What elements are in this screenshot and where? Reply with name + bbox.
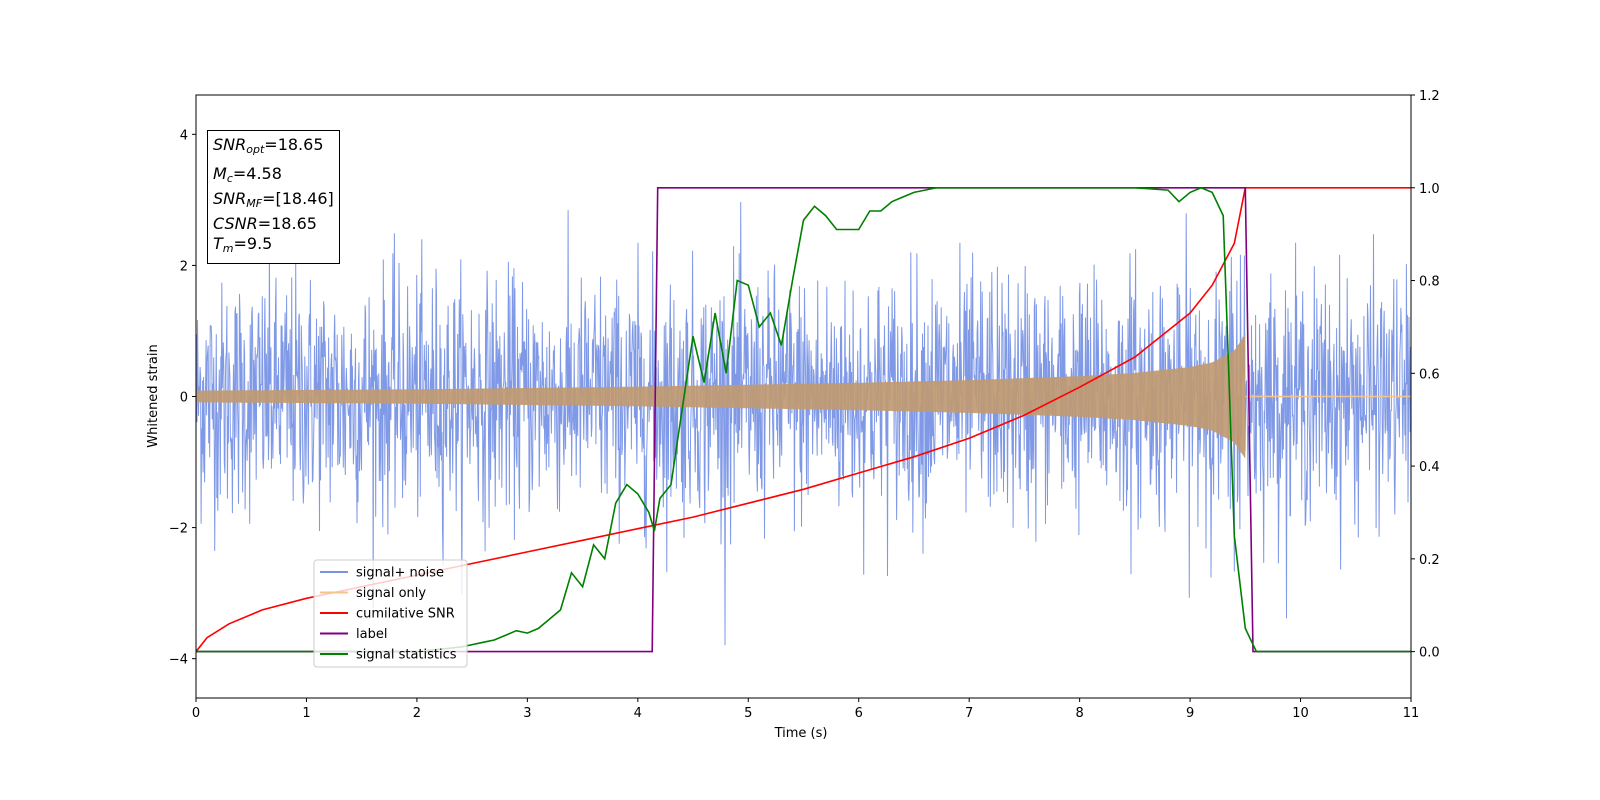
y-right-tick-label: 0.8: [1419, 275, 1440, 290]
snr-mf-line: SNRMF=[18.46]: [213, 189, 334, 210]
y-left-tick-label: −4: [169, 653, 188, 668]
legend-signal-only-label: signal only: [356, 586, 426, 601]
tm-line: Tm=9.5: [213, 234, 273, 255]
x-tick-label: 5: [744, 706, 752, 721]
y-right-tick-label: 1.0: [1419, 182, 1440, 197]
legend-cumulative-snr-label: cumilative SNR: [356, 607, 455, 622]
csnr-line: CSNR=18.65: [213, 214, 317, 233]
legend: signal+ noise signal only cumilative SNR la…: [313, 559, 468, 668]
csnr-value: 18.65: [271, 214, 317, 233]
legend-signal-statistics-label: signal statistics: [356, 648, 457, 663]
mc-line: Mc=4.58: [213, 164, 282, 185]
series-signal-statistics: [196, 186, 1411, 653]
y-axis-label: Whitened strain: [146, 344, 161, 447]
y-left-tick-label: 2: [180, 259, 188, 274]
y-left-tick-label: 4: [180, 128, 188, 143]
y-right-tick-label: 0.0: [1419, 646, 1440, 661]
x-tick-label: 2: [413, 706, 421, 721]
x-tick-label: 11: [1403, 706, 1420, 721]
x-tick-label: 6: [855, 706, 863, 721]
snr-opt-value: 18.65: [277, 135, 324, 154]
y-right-tick-label: 0.4: [1419, 460, 1440, 475]
y-left-tick-label: −2: [169, 522, 188, 537]
series-cumulative-snr: [196, 187, 1411, 653]
x-tick-label: 7: [965, 706, 973, 721]
series-signal-only: [196, 334, 1246, 459]
y-left-tick-label: 0: [180, 391, 188, 406]
x-tick-label: 3: [523, 706, 531, 721]
x-tick-label: 9: [1186, 706, 1194, 721]
y-right-tick-label: 0.2: [1419, 553, 1440, 568]
snr-mf-value: [18.46]: [275, 189, 334, 208]
x-tick-label: 0: [192, 706, 200, 721]
tm-value: 9.5: [246, 234, 273, 253]
legend-box: [313, 559, 468, 668]
x-tick-label: 1: [302, 706, 310, 721]
x-tick-label: 10: [1292, 706, 1309, 721]
x-tick-label: 8: [1075, 706, 1083, 721]
y-right-tick-label: 1.2: [1419, 89, 1440, 104]
mc-value: 4.58: [246, 164, 282, 183]
annotation-box: SNRopt=18.65 Mc=4.58 SNRMF=[18.46] CSNR=…: [207, 130, 340, 264]
legend-signal-noise-label: signal+ noise: [356, 566, 444, 581]
legend-label-label: label: [356, 627, 387, 642]
snr-opt-line: SNRopt=18.65: [213, 135, 324, 156]
x-tick-label: 4: [634, 706, 642, 721]
y-right-tick-label: 0.6: [1419, 367, 1440, 382]
x-axis-label: Time (s): [774, 726, 828, 741]
